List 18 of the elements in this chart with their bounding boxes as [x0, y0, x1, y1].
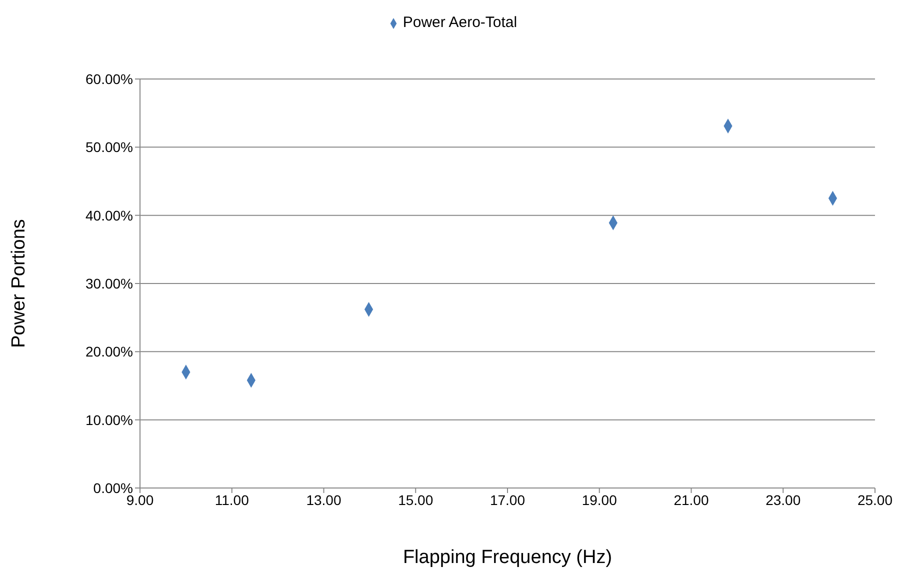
x-tick-label: 25.00 [857, 492, 893, 508]
y-tick-label: 60.00% [86, 70, 133, 87]
legend-label: Power Aero-Total [402, 14, 518, 31]
y-tick-label: 20.00% [86, 344, 133, 360]
x-tick-label: 11.00 [214, 492, 250, 508]
y-axis-title: Power Portions [8, 219, 30, 348]
y-tick-label: 0.00% [93, 480, 133, 496]
x-tick-label: 23.00 [766, 492, 801, 508]
y-tick-label: 40.00% [86, 207, 133, 224]
y-tick-label: 30.00% [86, 275, 133, 292]
x-axis-title: Flapping Frequency (Hz) [402, 547, 612, 568]
x-tick-label: 17.00 [490, 492, 526, 508]
x-tick-label: 15.00 [398, 492, 434, 508]
x-tick-label: 13.00 [306, 492, 342, 508]
x-tick-label: 19.00 [582, 492, 618, 508]
y-tick-label: 10.00% [86, 412, 133, 428]
x-tick-label: 21.00 [674, 492, 709, 508]
y-tick-label: 50.00% [86, 139, 133, 156]
